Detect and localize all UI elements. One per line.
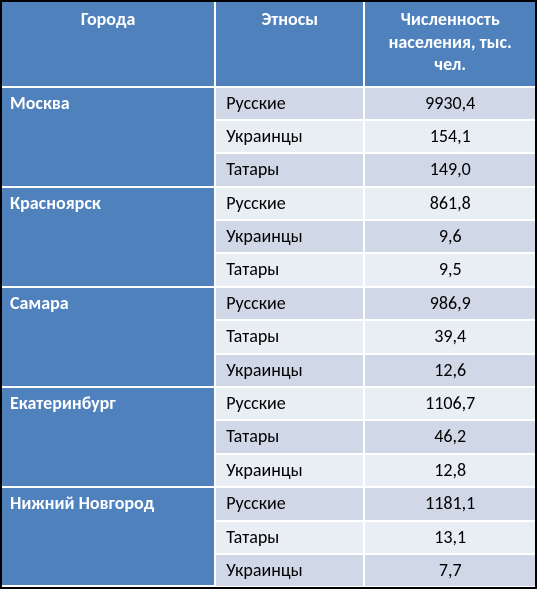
population-cell: 154,1 — [364, 120, 535, 153]
table-row: Нижний Новгород Русские 1181,1 — [2, 487, 535, 520]
city-cell: Красноярск — [2, 187, 215, 287]
ethnos-cell: Русские — [215, 487, 364, 520]
city-cell: Самара — [2, 287, 215, 387]
table-row: Красноярск Русские 861,8 — [2, 187, 535, 220]
ethnos-cell: Русские — [215, 87, 364, 120]
population-cell: 12,6 — [364, 354, 535, 387]
city-cell: Москва — [2, 87, 215, 187]
population-cell: 39,4 — [364, 320, 535, 353]
ethnos-cell: Татары — [215, 253, 364, 286]
ethnos-cell: Украинцы — [215, 120, 364, 153]
header-ethnos: Этносы — [215, 2, 364, 87]
ethnos-cell: Татары — [215, 320, 364, 353]
population-cell: 12,8 — [364, 454, 535, 487]
city-cell: Екатеринбург — [2, 387, 215, 487]
population-cell: 149,0 — [364, 153, 535, 186]
city-cell: Нижний Новгород — [2, 487, 215, 586]
table-body: Москва Русские 9930,4 Украинцы 154,1 Тат… — [2, 87, 535, 587]
ethnos-cell: Татары — [215, 153, 364, 186]
ethnos-cell: Украинцы — [215, 220, 364, 253]
population-cell: 986,9 — [364, 287, 535, 320]
population-cell: 46,2 — [364, 420, 535, 453]
ethnos-cell: Татары — [215, 521, 364, 554]
population-cell: 861,8 — [364, 187, 535, 220]
ethnos-cell: Украинцы — [215, 354, 364, 387]
table-row: Самара Русские 986,9 — [2, 287, 535, 320]
ethnos-cell: Украинцы — [215, 454, 364, 487]
ethnos-cell: Русские — [215, 287, 364, 320]
table-header-row: Города Этносы Численность населения, тыс… — [2, 2, 535, 87]
population-cell: 9,6 — [364, 220, 535, 253]
population-cell: 9,5 — [364, 253, 535, 286]
population-table-container: Города Этносы Численность населения, тыс… — [0, 0, 537, 589]
population-table: Города Этносы Численность населения, тыс… — [2, 2, 535, 587]
header-city: Города — [2, 2, 215, 87]
population-cell: 1181,1 — [364, 487, 535, 520]
ethnos-cell: Украинцы — [215, 554, 364, 586]
header-population: Численность населения, тыс. чел. — [364, 2, 535, 87]
table-row: Москва Русские 9930,4 — [2, 87, 535, 120]
ethnos-cell: Русские — [215, 187, 364, 220]
population-cell: 13,1 — [364, 521, 535, 554]
ethnos-cell: Русские — [215, 387, 364, 420]
table-row: Екатеринбург Русские 1106,7 — [2, 387, 535, 420]
population-cell: 7,7 — [364, 554, 535, 586]
population-cell: 1106,7 — [364, 387, 535, 420]
ethnos-cell: Татары — [215, 420, 364, 453]
population-cell: 9930,4 — [364, 87, 535, 120]
